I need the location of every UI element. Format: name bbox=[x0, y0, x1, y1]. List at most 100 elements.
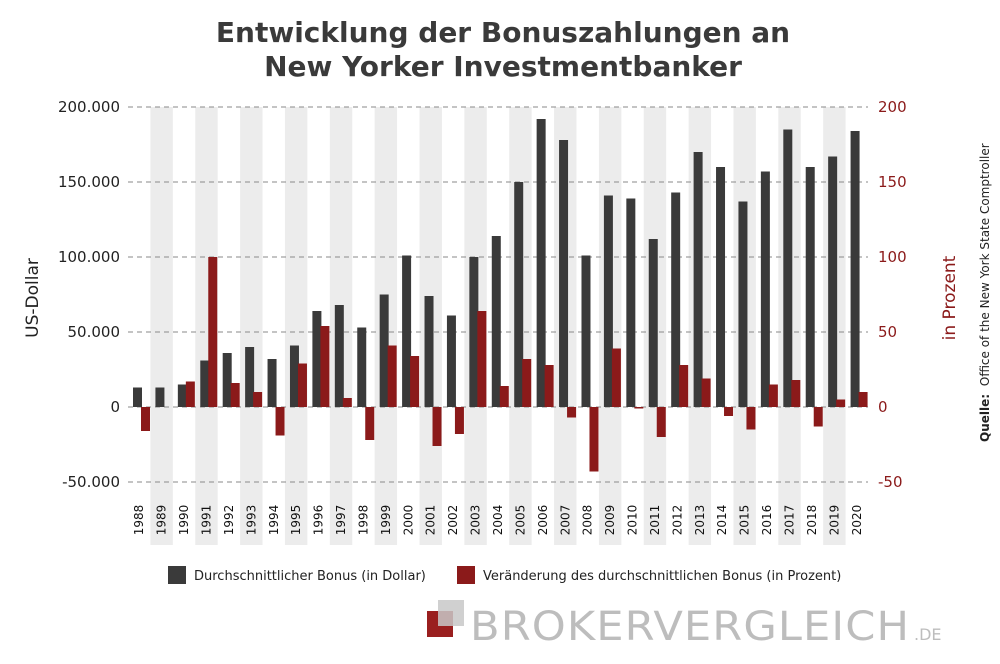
year-stripe-1993 bbox=[240, 107, 263, 545]
chart-title-line-1: Entwicklung der Bonuszahlungen an bbox=[216, 16, 790, 49]
logo-mark-grey bbox=[438, 600, 464, 626]
year-label-2017: 2017 bbox=[783, 505, 797, 536]
bar-change-2010 bbox=[634, 407, 644, 409]
bar-bonus-2016 bbox=[760, 171, 770, 407]
bar-bonus-1991 bbox=[200, 360, 210, 407]
y-tick-left-0: 200.000 bbox=[58, 98, 120, 116]
bar-change-1991 bbox=[208, 257, 218, 407]
y-tick-left-3: 50.000 bbox=[68, 323, 121, 341]
bar-change-2007 bbox=[567, 407, 577, 418]
year-label-1996: 1996 bbox=[312, 505, 326, 536]
bar-bonus-1988 bbox=[133, 387, 142, 407]
bar-change-1992 bbox=[230, 383, 240, 407]
y-tick-left-2: 100.000 bbox=[58, 248, 120, 266]
bar-bonus-2015 bbox=[738, 201, 748, 407]
logo-text: BROKERVERGLEICH bbox=[470, 604, 910, 650]
bar-change-2009 bbox=[611, 348, 621, 407]
year-label-2005: 2005 bbox=[513, 505, 527, 536]
bar-bonus-2012 bbox=[671, 192, 681, 407]
bar-bonus-2002 bbox=[446, 315, 456, 407]
bar-bonus-1993 bbox=[245, 347, 255, 407]
y-tick-right-5: -50 bbox=[878, 473, 903, 491]
bar-change-2012 bbox=[679, 365, 689, 407]
source-text: Office of the New York State Comptroller bbox=[978, 143, 992, 386]
bar-bonus-1999 bbox=[379, 294, 389, 407]
bar-change-2002 bbox=[454, 407, 464, 434]
year-label-2019: 2019 bbox=[827, 505, 841, 536]
bar-change-2011 bbox=[656, 407, 666, 437]
year-label-2004: 2004 bbox=[491, 505, 505, 536]
y-tick-left-5: -50.000 bbox=[62, 473, 120, 491]
bar-change-1990 bbox=[185, 381, 195, 407]
bar-bonus-2006 bbox=[536, 119, 546, 407]
year-label-2009: 2009 bbox=[603, 505, 617, 536]
year-label-1998: 1998 bbox=[356, 505, 370, 536]
source-label: Quelle: bbox=[978, 394, 992, 442]
bar-bonus-1989 bbox=[155, 387, 165, 407]
y-axis-title-right: in Prozent bbox=[940, 255, 960, 340]
bar-bonus-1997 bbox=[334, 305, 344, 407]
bar-bonus-2005 bbox=[514, 182, 524, 407]
bar-change-2004 bbox=[499, 386, 509, 407]
bar-change-2017 bbox=[791, 380, 801, 407]
bar-change-2000 bbox=[410, 356, 420, 407]
legend-label-change: Veränderung des durchschnittlichen Bonus… bbox=[483, 569, 841, 584]
year-label-1989: 1989 bbox=[155, 505, 169, 536]
year-label-2016: 2016 bbox=[760, 505, 774, 536]
year-stripe-1989 bbox=[150, 107, 173, 545]
bar-bonus-2007 bbox=[559, 140, 569, 407]
year-label-2011: 2011 bbox=[648, 505, 662, 536]
bar-bonus-1998 bbox=[357, 327, 367, 407]
bar-change-2016 bbox=[768, 384, 778, 407]
bar-change-2019 bbox=[836, 399, 846, 407]
year-label-2002: 2002 bbox=[446, 505, 460, 536]
year-label-2006: 2006 bbox=[536, 505, 550, 536]
bar-change-1988 bbox=[141, 407, 150, 431]
left-axis-ticks: 200.000 150.000 100.000 50.000 0 -50.000 bbox=[58, 98, 120, 491]
year-label-2007: 2007 bbox=[558, 505, 572, 536]
year-label-1988: 1988 bbox=[132, 505, 146, 536]
year-labels: 1988 1989 1990 1991 1992 1993 1994 1995 1996 1997… bbox=[132, 505, 864, 536]
year-stripe-1995 bbox=[284, 107, 308, 545]
y-tick-right-3: 50 bbox=[878, 323, 897, 341]
legend-label-bonus: Durchschnittlicher Bonus (in Dollar) bbox=[194, 569, 426, 584]
year-label-1994: 1994 bbox=[267, 505, 281, 536]
year-label-1997: 1997 bbox=[334, 505, 348, 536]
legend-swatch-change bbox=[457, 566, 475, 584]
bar-change-2013 bbox=[701, 378, 711, 407]
bar-bonus-2008 bbox=[581, 255, 591, 407]
bar-bonus-2011 bbox=[648, 239, 658, 407]
bar-change-1996 bbox=[320, 326, 330, 407]
bar-change-2005 bbox=[522, 359, 532, 407]
year-label-1991: 1991 bbox=[199, 505, 213, 536]
bar-change-2006 bbox=[544, 365, 554, 407]
year-label-2020: 2020 bbox=[850, 505, 864, 536]
y-tick-right-0: 200 bbox=[878, 98, 907, 116]
bar-change-2018 bbox=[813, 407, 823, 427]
bar-change-1997 bbox=[342, 398, 352, 407]
year-label-1993: 1993 bbox=[244, 505, 258, 536]
legend: Durchschnittlicher Bonus (in Dollar) Ver… bbox=[168, 566, 841, 584]
bar-bonus-2009 bbox=[603, 195, 613, 407]
bar-bonus-2020 bbox=[850, 131, 860, 407]
year-label-2012: 2012 bbox=[670, 505, 684, 536]
year-label-2013: 2013 bbox=[693, 505, 707, 536]
bar-bonus-2018 bbox=[805, 167, 815, 407]
y-tick-right-2: 100 bbox=[878, 248, 907, 266]
bar-change-2014 bbox=[724, 407, 734, 416]
year-label-1992: 1992 bbox=[222, 505, 236, 536]
year-label-2003: 2003 bbox=[469, 505, 483, 536]
bar-change-1993 bbox=[253, 392, 263, 407]
bar-bonus-1995 bbox=[289, 345, 299, 407]
year-label-2000: 2000 bbox=[401, 505, 415, 536]
bar-bonus-2019 bbox=[828, 156, 838, 407]
bar-change-2001 bbox=[432, 407, 442, 446]
right-axis-ticks: 200 150 100 50 0 -50 bbox=[878, 98, 907, 491]
bars bbox=[133, 119, 868, 472]
year-label-2008: 2008 bbox=[581, 505, 595, 536]
year-label-2010: 2010 bbox=[626, 505, 640, 536]
y-tick-left-1: 150.000 bbox=[58, 173, 120, 191]
bar-change-2003 bbox=[477, 311, 487, 407]
year-label-1999: 1999 bbox=[379, 505, 393, 536]
